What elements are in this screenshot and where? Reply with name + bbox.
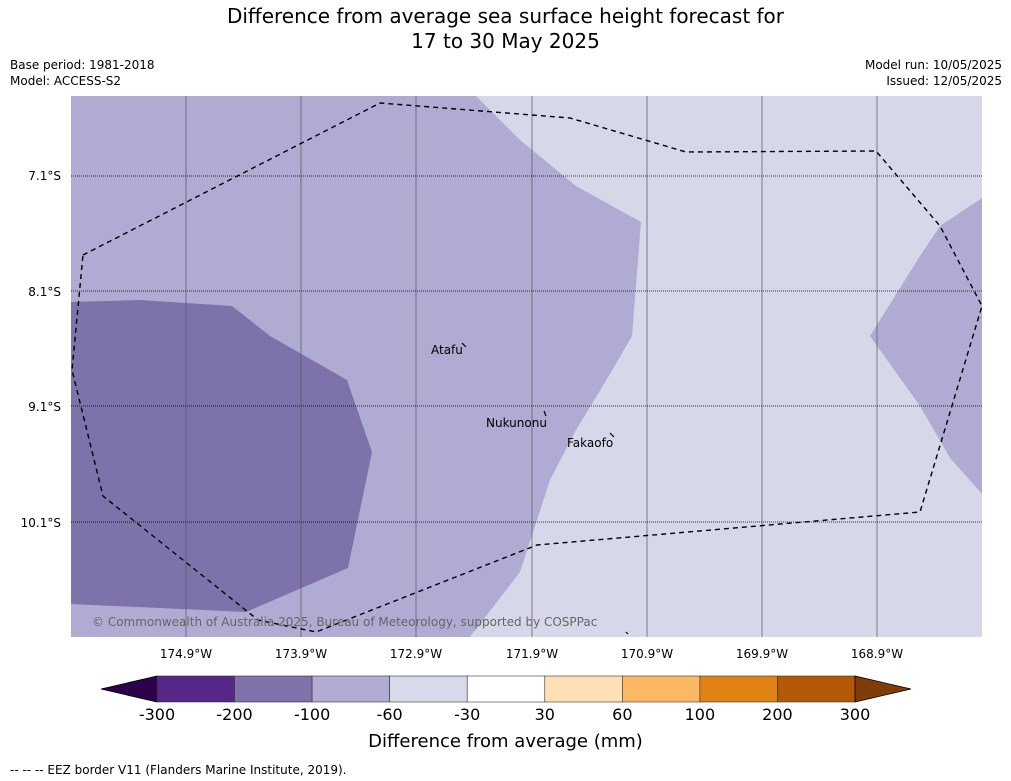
- colorbar-bin: [466, 675, 546, 703]
- colorbar-bin: [622, 675, 701, 703]
- colorbar: -300 -200 -100 -60 -30 30 60 100 200 300: [100, 675, 912, 724]
- place-atafu: Atafu: [431, 343, 463, 357]
- lon-label: 172.9°W: [390, 647, 442, 661]
- island-marks: [461, 342, 629, 635]
- lon-label: 170.9°W: [621, 647, 673, 661]
- colorbar-tick-label: 300: [840, 705, 871, 724]
- eez-border: [71, 102, 982, 633]
- colorbar-bin: [544, 675, 623, 703]
- meridian-lines: [185, 96, 878, 637]
- model-run: Model run: 10/05/2025: [864, 58, 1002, 72]
- copyright-text: © Commonwealth of Australia 2025, Bureau…: [92, 615, 597, 629]
- colorbar-bin: [389, 675, 468, 703]
- lat-axis-labels: 7.1°S 8.1°S 9.1°S 10.1°S: [21, 169, 61, 530]
- colorbar-tick-label: -60: [377, 705, 403, 724]
- colorbar-bin: [234, 675, 313, 703]
- colorbar-extend-low: [100, 675, 158, 703]
- lon-axis-labels: 174.9°W 173.9°W 172.9°W 171.9°W 170.9°W …: [160, 647, 903, 661]
- meta-right: Model run: 10/05/2025 Issued: 12/05/2025: [865, 57, 1002, 89]
- lat-label: 8.1°S: [28, 285, 61, 299]
- small-island-mark: [625, 631, 629, 635]
- region-dark: [71, 300, 372, 612]
- colorbar-bin: [699, 675, 778, 703]
- colorbar-bin: [777, 675, 856, 703]
- issued-date: Issued: 12/05/2025: [886, 74, 1002, 88]
- lat-label: 10.1°S: [21, 516, 61, 530]
- colorbar-tick-label: 200: [762, 705, 793, 724]
- lon-label: 171.9°W: [506, 647, 558, 661]
- colorbar-tick-label: -300: [139, 705, 175, 724]
- fakaofo-mark: [609, 432, 615, 438]
- colorbar-extend-high: [854, 675, 912, 703]
- map-area: Atafu Nukunonu Fakaofo © Commonwealth of…: [71, 96, 982, 637]
- atafu-mark: [461, 342, 467, 348]
- colorbar-bin: [156, 675, 235, 703]
- nukunonu-mark: [543, 410, 547, 417]
- map-title: Difference from average sea surface heig…: [0, 4, 1011, 54]
- colorbar-tick-label: 60: [612, 705, 632, 724]
- model-name: Model: ACCESS-S2: [10, 74, 122, 88]
- colorbar-tick-label: -100: [294, 705, 330, 724]
- lon-label: 168.9°W: [851, 647, 903, 661]
- title-line-1: Difference from average sea surface heig…: [226, 4, 785, 28]
- footer-legend: -- -- -- EEZ border V11 (Flanders Marine…: [10, 763, 347, 777]
- base-period: Base period: 1981-2018: [10, 58, 155, 72]
- colorbar-tick-label: -200: [216, 705, 252, 724]
- place-nukunonu: Nukunonu: [486, 416, 547, 430]
- colorbar-bin: [311, 675, 390, 703]
- region-medium-east: [870, 198, 982, 494]
- lon-label: 173.9°W: [275, 647, 327, 661]
- place-fakaofo: Fakaofo: [567, 436, 613, 450]
- colorbar-tick-label: -30: [454, 705, 480, 724]
- lat-label: 9.1°S: [28, 400, 61, 414]
- colorbar-title: Difference from average (mm): [368, 731, 643, 752]
- meta-left: Base period: 1981-2018 Model: ACCESS-S2: [10, 57, 155, 89]
- lon-label: 169.9°W: [736, 647, 788, 661]
- lon-label: 174.9°W: [160, 647, 212, 661]
- lat-label: 7.1°S: [28, 169, 61, 183]
- colorbar-tick-label: 30: [535, 705, 555, 724]
- colorbar-tick-label: 100: [685, 705, 716, 724]
- title-line-2: 17 to 30 May 2025: [411, 29, 600, 53]
